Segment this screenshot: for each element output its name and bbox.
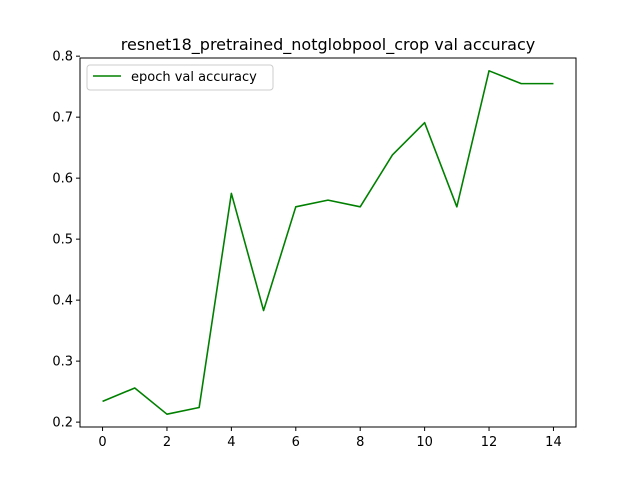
x-tick-label: 14 xyxy=(545,435,562,450)
chart-title: resnet18_pretrained_notglobpool_crop val… xyxy=(121,35,535,55)
x-axis: 0 2 4 6 8 10 12 14 xyxy=(98,427,562,450)
series-line xyxy=(102,70,554,415)
series-layer xyxy=(102,70,554,415)
y-tick-label: 0.2 xyxy=(52,416,73,431)
x-tick-label: 12 xyxy=(481,435,498,450)
x-tick-label: 8 xyxy=(356,435,364,450)
y-tick-label: 0.5 xyxy=(52,233,73,248)
y-tick-label: 0.8 xyxy=(52,50,73,65)
legend-box xyxy=(86,64,274,91)
y-tick-label: 0.7 xyxy=(52,111,73,126)
y-tick-label: 0.3 xyxy=(52,355,73,370)
y-tick-label: 0.4 xyxy=(52,294,73,309)
plot-area xyxy=(79,57,577,428)
y-axis: 0.2 0.3 0.4 0.5 0.6 0.7 0.8 xyxy=(52,50,80,431)
x-tick-label: 0 xyxy=(98,435,106,450)
legend-label: epoch val accuracy xyxy=(131,70,257,85)
x-tick-label: 6 xyxy=(292,435,300,450)
x-tick-label: 4 xyxy=(227,435,235,450)
legend: epoch val accuracy xyxy=(86,64,274,91)
y-tick-label: 0.6 xyxy=(52,172,73,187)
x-tick-label: 2 xyxy=(163,435,171,450)
x-tick-label: 10 xyxy=(416,435,433,450)
plot-frame xyxy=(79,57,577,428)
